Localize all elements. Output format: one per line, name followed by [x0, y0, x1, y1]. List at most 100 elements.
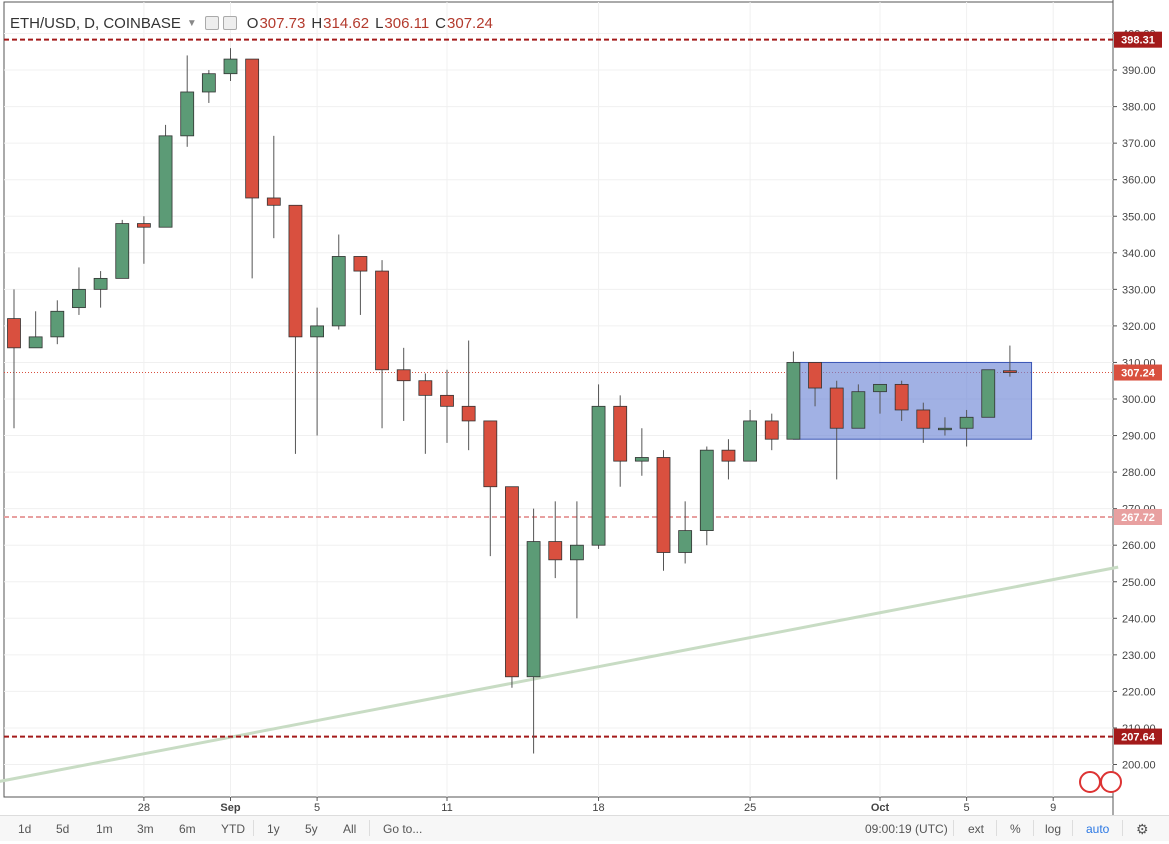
currency-flag-icon-2[interactable]: [1100, 771, 1122, 793]
candle-body: [656, 457, 671, 553]
range-1d[interactable]: 1d: [18, 822, 32, 836]
y-tick-label: 350.00: [1122, 211, 1156, 223]
range-all[interactable]: All: [343, 822, 357, 836]
candle-body: [310, 325, 325, 338]
x-tick-label: 5: [314, 802, 320, 814]
candle-body: [331, 256, 346, 327]
candle: [591, 384, 606, 549]
candle: [245, 58, 260, 279]
log-toggle[interactable]: log: [1045, 822, 1062, 836]
close-label: C: [435, 14, 447, 32]
settings-icon[interactable]: [204, 16, 219, 30]
candle: [505, 486, 519, 688]
candle: [331, 234, 346, 330]
candle: [656, 450, 671, 571]
x-tick-label: Sep: [220, 802, 240, 814]
bottom-toolbar: 1d 5d 1m 3m 6m YTD 1y 5y All Go to... 09…: [0, 815, 1169, 841]
candle-body: [634, 457, 649, 462]
candle: [461, 340, 476, 451]
candle: [418, 373, 433, 454]
candle-body: [786, 362, 801, 440]
candle: [310, 307, 325, 436]
candle-body: [678, 530, 693, 553]
price-tag-label: 267.72: [1121, 512, 1155, 524]
y-tick-label: 280.00: [1122, 467, 1156, 479]
candle: [115, 219, 130, 279]
low-value: 306.11: [384, 14, 430, 32]
candle-body: [548, 541, 563, 561]
candle-body: [180, 91, 195, 137]
chevron-down-icon[interactable]: ▼: [186, 17, 197, 29]
currency-flag-icon[interactable]: [1079, 771, 1101, 793]
candle-body: [938, 427, 952, 431]
candle: [266, 135, 281, 239]
candle-body: [201, 73, 216, 93]
candle: [829, 380, 844, 480]
gear-icon[interactable]: ⚙: [1136, 821, 1149, 837]
y-tick-label: 240.00: [1122, 613, 1156, 625]
candle: [158, 124, 173, 228]
price-tag: [1114, 728, 1162, 745]
candle: [353, 256, 368, 315]
candle-body: [461, 405, 476, 422]
low-label: L: [375, 14, 384, 32]
x-tick-label: 11: [441, 802, 452, 814]
candle-body: [1003, 370, 1017, 373]
candle: [808, 362, 822, 407]
candle: [180, 55, 195, 147]
range-ytd[interactable]: YTD: [221, 822, 245, 836]
candle: [1003, 345, 1017, 377]
candle: [873, 383, 887, 414]
candle: [613, 395, 628, 487]
ext-toggle[interactable]: ext: [968, 822, 985, 836]
y-tick-label: 320.00: [1122, 321, 1156, 333]
goto-button[interactable]: Go to...: [383, 822, 423, 836]
y-tick-label: 340.00: [1122, 248, 1156, 260]
toolbar-divider: [1072, 820, 1073, 836]
candle: [634, 428, 649, 476]
candle-body: [7, 318, 21, 349]
y-tick-label: 360.00: [1122, 175, 1156, 187]
y-tick-label: 390.00: [1122, 65, 1156, 77]
candle: [699, 446, 714, 546]
range-1m[interactable]: 1m: [96, 822, 113, 836]
candle-body: [440, 394, 454, 407]
candle-body: [266, 197, 281, 206]
candle-body: [396, 369, 411, 382]
range-3m[interactable]: 3m: [137, 822, 154, 836]
price-chart[interactable]: 200.00210.00220.00230.00240.00250.00260.…: [0, 0, 1169, 815]
hide-icon[interactable]: [222, 16, 237, 30]
range-6m[interactable]: 6m: [179, 822, 196, 836]
price-tag: [1114, 364, 1162, 381]
toolbar-divider: [1122, 820, 1123, 836]
candle: [548, 501, 563, 579]
toolbar-divider: [996, 820, 997, 836]
open-value: 307.73: [259, 14, 306, 32]
candle: [288, 204, 303, 454]
y-tick-label: 290.00: [1122, 431, 1156, 443]
open-label: O: [246, 14, 259, 32]
y-tick-label: 220.00: [1122, 686, 1156, 698]
range-5y[interactable]: 5y: [305, 822, 318, 836]
candle: [938, 417, 952, 436]
symbol-label[interactable]: ETH/USD, D, COINBASE: [10, 14, 181, 32]
auto-toggle[interactable]: auto: [1086, 822, 1110, 836]
percent-toggle[interactable]: %: [1010, 822, 1021, 836]
x-tick-label: 28: [138, 802, 150, 814]
y-tick-label: 330.00: [1122, 284, 1156, 296]
range-5d[interactable]: 5d: [56, 822, 70, 836]
candle: [483, 420, 498, 557]
candle-body: [418, 380, 433, 396]
x-tick-label: 5: [964, 802, 970, 814]
toolbar-divider: [1033, 820, 1034, 836]
candle-body: [981, 369, 996, 418]
candle-body: [570, 544, 584, 561]
candle-body: [959, 416, 974, 429]
candle: [28, 311, 43, 349]
candle: [440, 369, 454, 443]
candle-body: [699, 449, 714, 531]
y-tick-label: 200.00: [1122, 760, 1156, 772]
candle-body: [764, 420, 779, 440]
candle-body: [288, 204, 303, 338]
range-1y[interactable]: 1y: [267, 822, 280, 836]
